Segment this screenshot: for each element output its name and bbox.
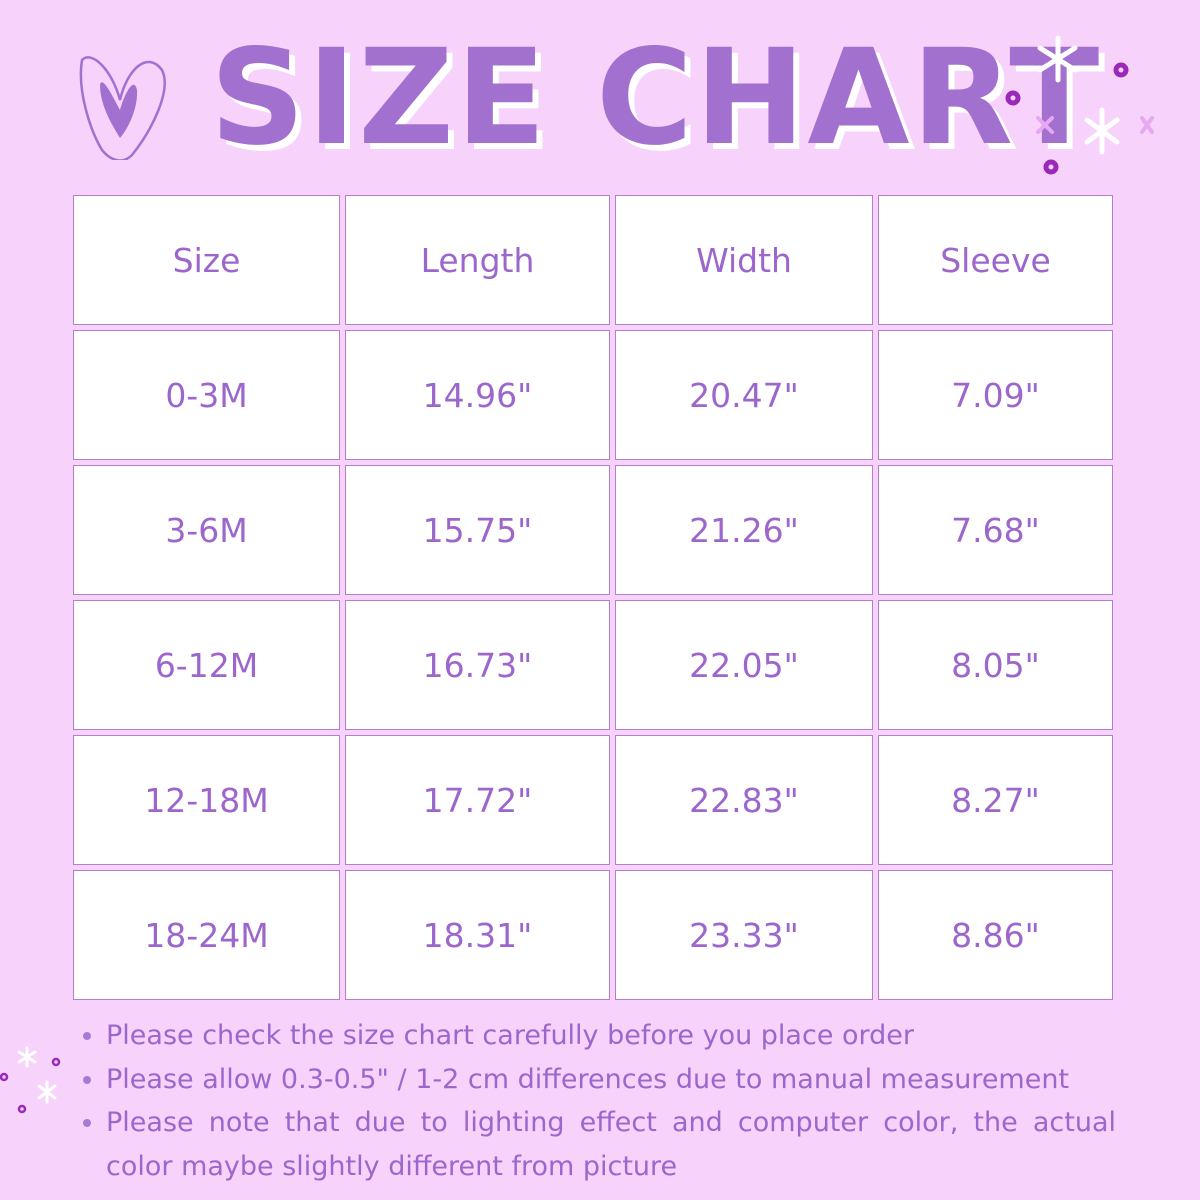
cell-size: 18-24M bbox=[73, 870, 340, 1000]
cell-width: 21.26" bbox=[615, 465, 873, 595]
cell-sleeve: 8.86" bbox=[878, 870, 1113, 1000]
page-title: SIZE CHART bbox=[210, 21, 1102, 175]
cell-size: 12-18M bbox=[73, 735, 340, 865]
cell-sleeve: 7.68" bbox=[878, 465, 1113, 595]
cell-sleeve: 8.05" bbox=[878, 600, 1113, 730]
sparkle-icon bbox=[1005, 35, 1154, 175]
header-sleeve: Sleeve bbox=[878, 195, 1113, 325]
cell-size: 0-3M bbox=[73, 330, 340, 460]
cell-size: 3-6M bbox=[73, 465, 340, 595]
table-row: 0-3M 14.96" 20.47" 7.09" bbox=[73, 330, 1113, 460]
table-row: 18-24M 18.31" 23.33" 8.86" bbox=[73, 870, 1113, 1000]
header-size: Size bbox=[73, 195, 340, 325]
table-row: 6-12M 16.73" 22.05" 8.05" bbox=[73, 600, 1113, 730]
heart-icon bbox=[79, 56, 166, 160]
cell-length: 18.31" bbox=[345, 870, 610, 1000]
cell-length: 14.96" bbox=[345, 330, 610, 460]
size-table: Size Length Width Sleeve 0-3M 14.96" 20.… bbox=[68, 190, 1118, 1005]
cell-width: 22.83" bbox=[615, 735, 873, 865]
note-item: Please allow 0.3-0.5" / 1-2 cm differenc… bbox=[106, 1058, 1116, 1102]
table-row: 3-6M 15.75" 21.26" 7.68" bbox=[73, 465, 1113, 595]
notes-list: Please check the size chart carefully be… bbox=[78, 1014, 1116, 1188]
cell-sleeve: 8.27" bbox=[878, 735, 1113, 865]
cell-length: 17.72" bbox=[345, 735, 610, 865]
cell-sleeve: 7.09" bbox=[878, 330, 1113, 460]
cell-size: 6-12M bbox=[73, 600, 340, 730]
note-item: Please note that due to lighting effect … bbox=[106, 1101, 1116, 1188]
sparkle-icon bbox=[0, 1046, 61, 1114]
cell-length: 15.75" bbox=[345, 465, 610, 595]
cell-length: 16.73" bbox=[345, 600, 610, 730]
cell-width: 23.33" bbox=[615, 870, 873, 1000]
header-width: Width bbox=[615, 195, 873, 325]
note-item: Please check the size chart carefully be… bbox=[106, 1014, 1116, 1058]
header-length: Length bbox=[345, 195, 610, 325]
cell-width: 22.05" bbox=[615, 600, 873, 730]
cell-width: 20.47" bbox=[615, 330, 873, 460]
table-header-row: Size Length Width Sleeve bbox=[73, 195, 1113, 325]
table-row: 12-18M 17.72" 22.83" 8.27" bbox=[73, 735, 1113, 865]
